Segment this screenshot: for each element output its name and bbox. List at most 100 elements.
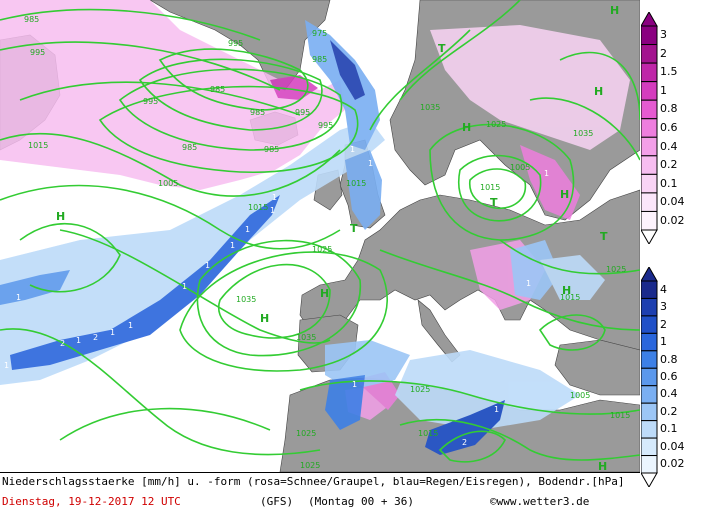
legend-label: 0.4 [660, 387, 678, 401]
isobar-label: 1015 [480, 183, 500, 192]
isobar [399, 0, 521, 101]
precip-mark: 1 [270, 206, 275, 215]
precip-mark: 2 [93, 333, 98, 342]
isobar [59, 407, 271, 441]
isobar [59, 229, 331, 344]
snow-legend: 3 2 1.5 1 0.8 0.6 0.4 0.2 0.1 0.04 0.02 [641, 12, 704, 244]
snow-area-greenland-sea [0, 0, 345, 190]
high-marker: H [56, 210, 65, 223]
low-marker: T [490, 196, 498, 209]
isobar [158, 48, 309, 111]
legend-label: 0.2 [660, 158, 678, 172]
legend-label: 0.02 [660, 213, 685, 227]
precip-mark: 2 [462, 438, 467, 447]
legend-label: 4 [660, 282, 667, 296]
legend-label: 1 [660, 335, 667, 349]
high-marker: H [610, 4, 619, 17]
legend-swatch [641, 437, 658, 457]
isobar-label: 995 [228, 39, 243, 48]
isobar [118, 68, 343, 151]
isobar-label: 1015 [418, 429, 438, 438]
rain-area-black-sea [540, 255, 605, 300]
isobar-label: 1035 [296, 333, 316, 342]
isobar-label: 995 [30, 48, 45, 57]
isobar [179, 251, 388, 372]
snow-area-east [430, 25, 630, 150]
isobar-label: 1005 [510, 163, 530, 172]
precip-marks: 1 1 1 1 1 1 1 1 2 1 2 1 1 1 1 1 1 2 1 1 [4, 145, 549, 447]
isobar-label: 985 [210, 85, 225, 94]
legend-swatch [641, 155, 658, 175]
rain-area-med-west [325, 340, 410, 390]
isobar [299, 380, 641, 415]
isobar [218, 263, 331, 339]
low-marker: T [350, 222, 358, 235]
rain-area-uk [345, 150, 382, 230]
weather-map: 985 995 995 995 1015 985 985 985 975 985… [0, 0, 641, 473]
precip-mark: 1 [352, 380, 357, 389]
isobar-label: 1025 [606, 265, 626, 274]
isobar-label: 1015 [248, 203, 268, 212]
isobar-label: 1025 [312, 245, 332, 254]
legend-label: 0.04 [660, 195, 685, 209]
isobar [0, 41, 281, 91]
rain-band-atlantic-core [10, 195, 280, 370]
isobars [0, 0, 641, 463]
legend-swatch [641, 44, 658, 64]
isobar [138, 58, 323, 131]
legend-swatch [641, 315, 658, 334]
isobar-label: 1015 [346, 179, 366, 188]
legend-label: 2 [660, 46, 667, 60]
precip-mark: 1 [76, 336, 81, 345]
map-caption: Niederschlagsstaerke [mm/h] u. -form (ro… [0, 472, 640, 513]
legend-arrow-top [641, 12, 658, 27]
isobar-label: 985 [312, 55, 327, 64]
legend-swatch [641, 25, 658, 46]
rain-area-med-east-core [425, 400, 505, 455]
isobar-label: 1025 [296, 429, 316, 438]
rain-band-north-core [330, 40, 365, 100]
isobar [0, 328, 321, 456]
legend-swatch [641, 420, 658, 439]
snow-legend-scale [641, 12, 658, 244]
legend-swatch [641, 385, 658, 404]
isobar-labels: 985 995 995 995 1015 985 985 985 975 985… [24, 15, 630, 470]
isobar [369, 29, 471, 131]
legend-swatch [641, 173, 658, 194]
legend-label: 1.5 [660, 65, 678, 79]
legend-swatch [641, 81, 658, 101]
isobar [19, 222, 121, 293]
legend-label: 0.4 [660, 139, 678, 153]
rain-legend-scale [641, 267, 658, 487]
precip-mark: 1 [128, 321, 133, 330]
legend-label: 0.1 [660, 176, 678, 190]
isobar-label: 1025 [486, 120, 506, 129]
legend-arrow-bottom [641, 472, 658, 487]
legend-swatch [641, 350, 658, 369]
isobar [469, 168, 527, 209]
legend-label: 1 [660, 83, 667, 97]
legend-swatch [641, 455, 658, 474]
precip-mark: 1 [272, 193, 277, 202]
precip-mark: 1 [205, 261, 210, 270]
legend-swatch [641, 332, 658, 352]
isobar-label: 975 [312, 29, 327, 38]
rain-area-med-central [325, 375, 365, 430]
caption-site: ©www.wetter3.de [490, 495, 590, 508]
legend-label: 0.8 [660, 102, 678, 116]
caption-title: Niederschlagsstaerke [mm/h] u. -form (ro… [2, 475, 625, 488]
isobar-label: 1005 [570, 391, 590, 400]
isobar [98, 85, 359, 174]
precip-mark: 1 [544, 169, 549, 178]
low-marker: T [438, 42, 446, 55]
isobar [529, 97, 641, 161]
isobar [399, 418, 641, 461]
precip-mark: 1 [182, 282, 187, 291]
legend-swatch [641, 367, 658, 387]
caption-meta: Dienstag, 19-12-2017 12 UTC (GFS) (Monta… [2, 495, 589, 508]
isobar [0, 132, 341, 197]
isobar-label: 1025 [300, 461, 320, 470]
precip-mark: 1 [4, 361, 9, 370]
precip-mark: 1 [230, 241, 235, 250]
legend-arrow-bottom [641, 229, 658, 244]
